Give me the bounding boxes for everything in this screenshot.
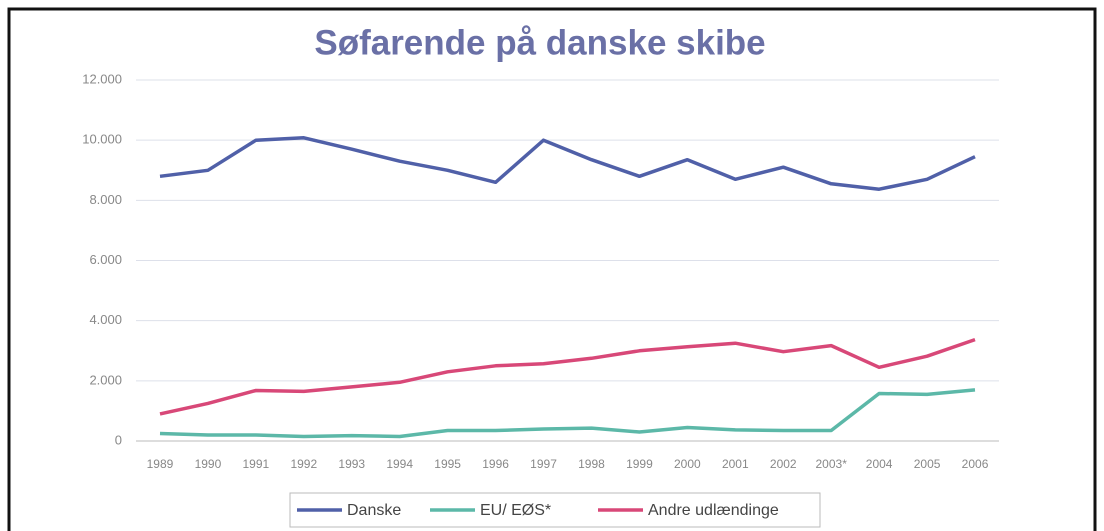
x-tick-label: 1997: [530, 457, 557, 471]
y-tick-label: 12.000: [82, 71, 122, 86]
y-tick-label: 10.000: [82, 132, 122, 147]
chart-title: Søfarende på danske skibe: [314, 23, 765, 62]
x-tick-label: 1998: [578, 457, 605, 471]
x-tick-label: 1991: [243, 457, 270, 471]
x-tick-label: 1994: [386, 457, 413, 471]
legend-label: EU/ EØS*: [480, 502, 551, 519]
x-tick-label: 1996: [482, 457, 509, 471]
y-tick-label: 8.000: [89, 192, 122, 207]
x-tick-label: 2003*: [816, 457, 848, 471]
x-tick-label: 2006: [962, 457, 989, 471]
x-tick-label: 1993: [338, 457, 365, 471]
frame: [7, 7, 1097, 531]
x-tick-label: 2000: [674, 457, 701, 471]
x-tick-label: 1995: [434, 457, 461, 471]
x-tick-label: 2004: [866, 457, 893, 471]
y-tick-label: 4.000: [89, 312, 122, 327]
line-series: [159, 136, 976, 191]
x-tick-label: 2001: [722, 457, 749, 471]
y-tick-label: 0: [115, 432, 122, 447]
x-tick-label: 1999: [626, 457, 653, 471]
line-series: [159, 337, 976, 416]
x-tick-label: 2005: [914, 457, 941, 471]
line-series: [159, 388, 976, 439]
legend-label: Danske: [347, 502, 401, 519]
x-tick-label: 1989: [147, 457, 174, 471]
legend-box: [289, 492, 821, 528]
y-tick-label: 2.000: [89, 372, 122, 387]
x-tick-label: 2002: [770, 457, 797, 471]
x-tick-label: 1992: [290, 457, 317, 471]
x-tick-label: 1990: [195, 457, 222, 471]
legend-label: Andre udlændinge: [648, 502, 779, 519]
y-tick-label: 6.000: [89, 252, 122, 267]
